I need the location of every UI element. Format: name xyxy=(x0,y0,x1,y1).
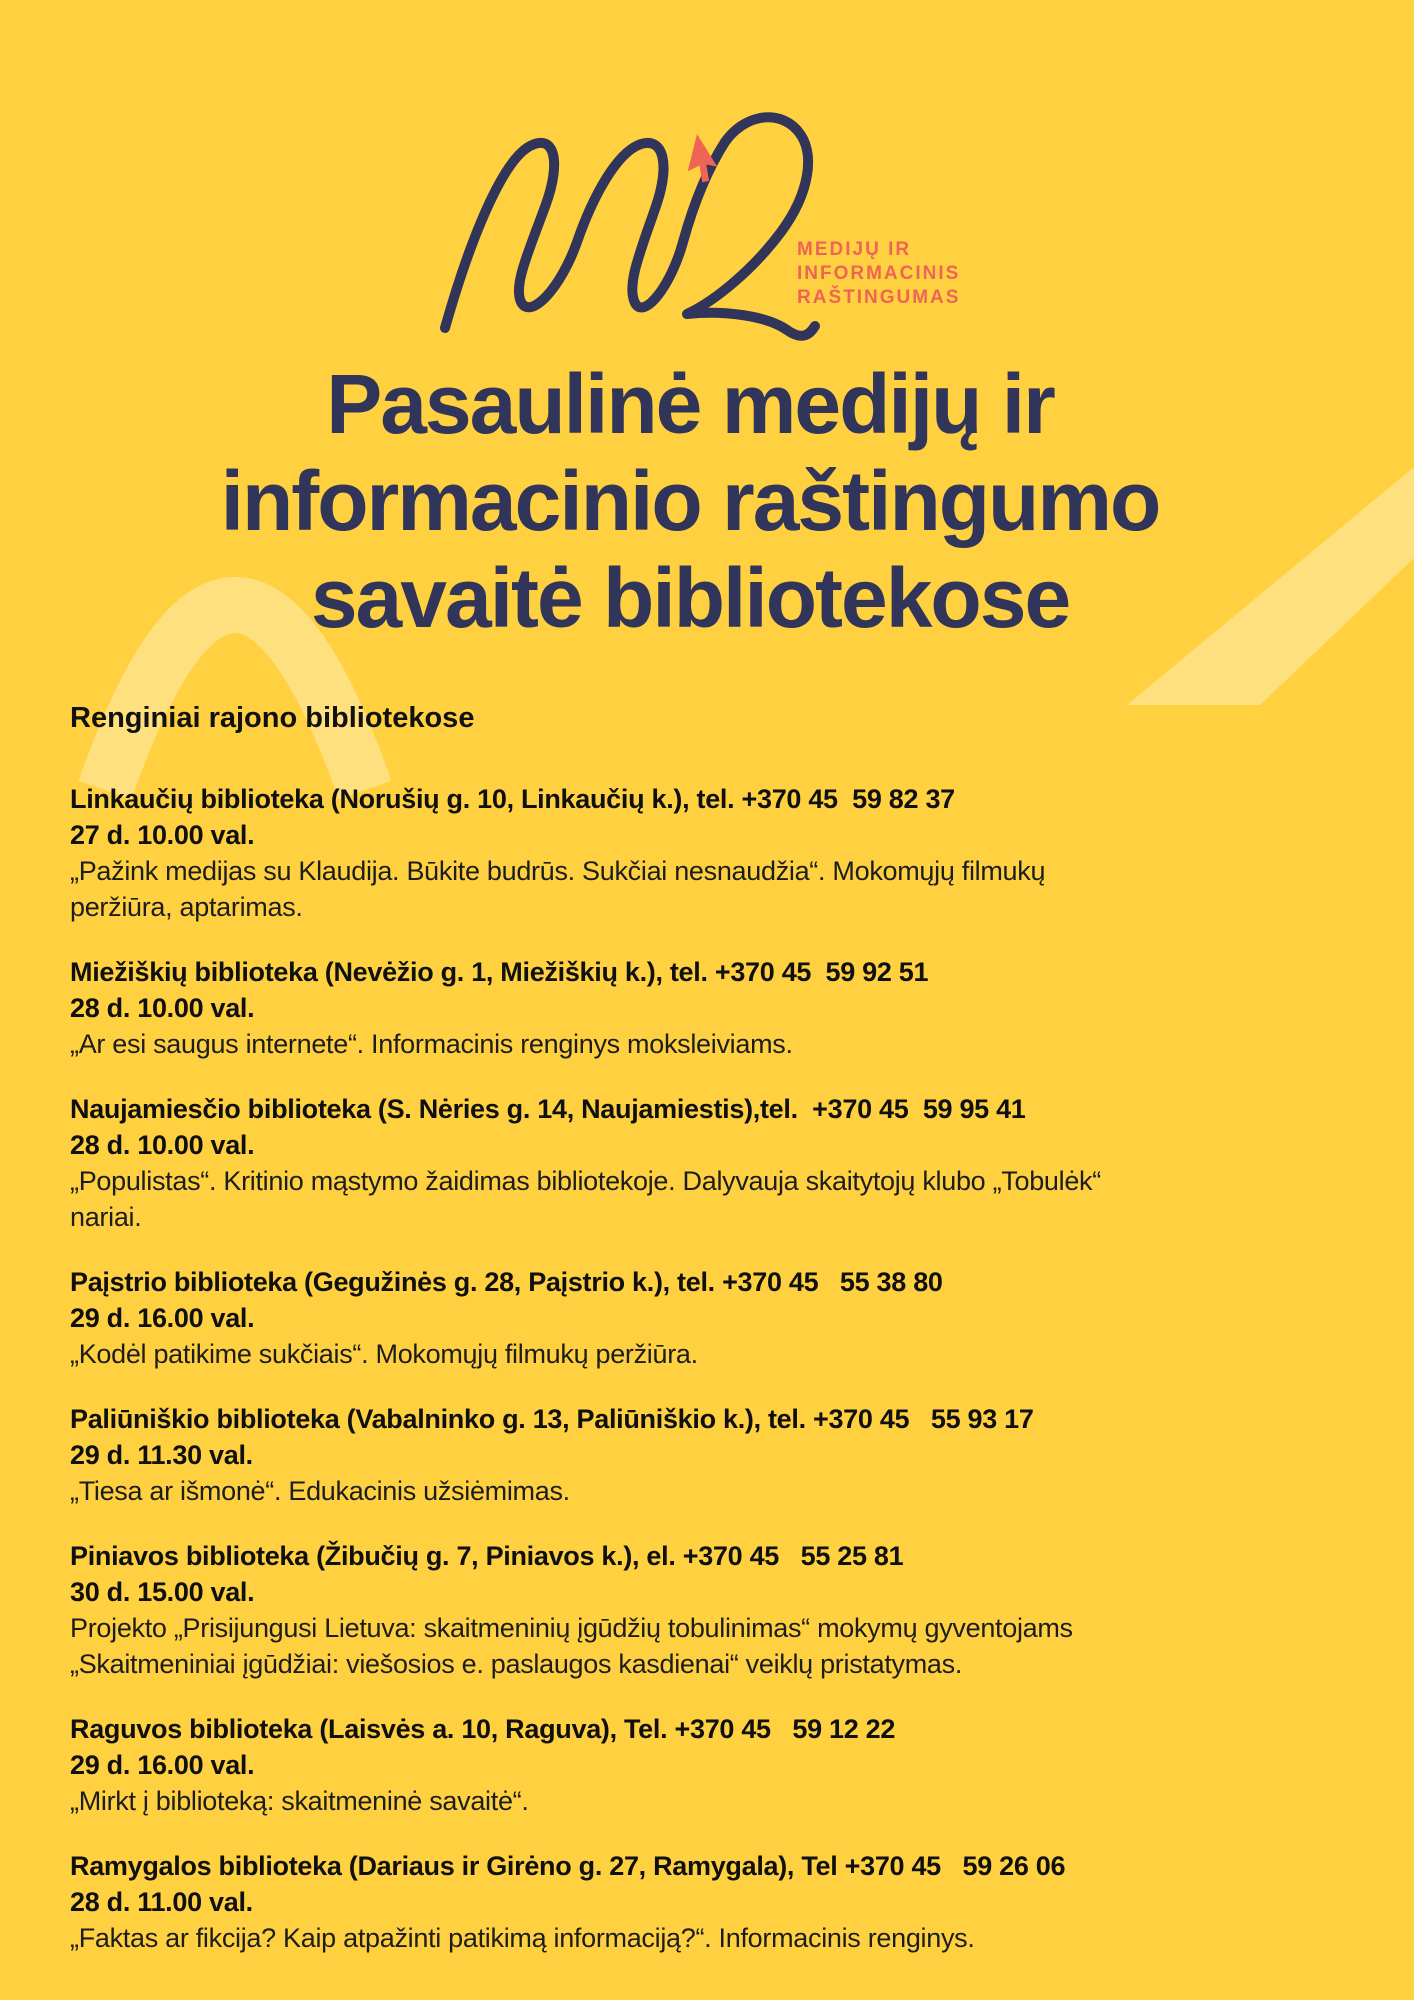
event-bold-line: Raguvos biblioteka (Laisvės a. 10, Raguv… xyxy=(70,1714,896,1744)
event-item: Ramygalos biblioteka (Dariaus ir Girėno … xyxy=(70,1848,1370,1956)
event-bold-line: Linkaučių biblioteka (Norušių g. 10, Lin… xyxy=(70,784,955,814)
event-bold-line: 30 d. 15.00 val. xyxy=(70,1577,255,1607)
event-bold-line: Paįstrio biblioteka (Gegužinės g. 28, Pa… xyxy=(70,1267,943,1297)
title-line: informacinio raštingumo xyxy=(220,454,1162,548)
event-bold-line: 28 d. 11.00 val. xyxy=(70,1887,253,1917)
events-list: Linkaučių biblioteka (Norušių g. 10, Lin… xyxy=(70,781,1370,1956)
event-bold-line: Miežiškių biblioteka (Nevėžio g. 1, Miež… xyxy=(70,957,929,987)
event-text-line: „Tiesa ar išmonė“. Edukacinis užsiėmimas… xyxy=(70,1476,570,1506)
mr-logo-icon xyxy=(440,112,820,341)
page-title: Pasaulinė medijų ir informacinio rašting… xyxy=(0,356,1380,647)
event-text-line: Projekto „Prisijungusi Lietuva: skaitmen… xyxy=(70,1613,1073,1643)
logo-text-line: INFORMACINIS xyxy=(797,263,961,284)
event-item: Piniavos biblioteka (Žibučių g. 7, Pinia… xyxy=(70,1538,1370,1682)
logo-text: MEDIJŲ IR INFORMACINIS RAŠTINGUMAS xyxy=(797,238,960,310)
event-text-line: „Populistas“. Kritinio mąstymo žaidimas … xyxy=(70,1166,1101,1196)
event-item: Paįstrio biblioteka (Gegužinės g. 28, Pa… xyxy=(70,1264,1370,1372)
event-text-line: „Ar esi saugus internete“. Informacinis … xyxy=(70,1029,793,1059)
cursor-arrow-icon xyxy=(687,134,718,183)
event-bold-line: 28 d. 10.00 val. xyxy=(70,993,255,1023)
event-bold-line: 29 d. 16.00 val. xyxy=(70,1750,255,1780)
event-item: Naujamiesčio biblioteka (S. Nėries g. 14… xyxy=(70,1091,1370,1235)
event-bold-line: 29 d. 11.30 val. xyxy=(70,1440,253,1470)
event-item: Linkaučių biblioteka (Norušių g. 10, Lin… xyxy=(70,781,1370,925)
event-text-line: „Mirkt į biblioteką: skaitmeninė savaitė… xyxy=(70,1786,529,1816)
event-item: Miežiškių biblioteka (Nevėžio g. 1, Miež… xyxy=(70,954,1370,1062)
logo-text-line: MEDIJŲ IR xyxy=(797,239,912,260)
event-item: Paliūniškio biblioteka (Vabalninko g. 13… xyxy=(70,1401,1370,1509)
title-line: savaitė bibliotekose xyxy=(310,551,1071,645)
event-item: Raguvos biblioteka (Laisvės a. 10, Raguv… xyxy=(70,1711,1370,1819)
event-bold-line: 27 d. 10.00 val. xyxy=(70,820,255,850)
title-line: Pasaulinė medijų ir xyxy=(326,357,1056,451)
section-heading: Renginiai rajono bibliotekose xyxy=(70,702,475,734)
logo-text-line: RAŠTINGUMAS xyxy=(797,287,961,308)
event-bold-line: Ramygalos biblioteka (Dariaus ir Girėno … xyxy=(70,1851,1066,1881)
event-bold-line: 29 d. 16.00 val. xyxy=(70,1303,255,1333)
event-text-line: „Pažink medijas su Klaudija. Būkite budr… xyxy=(70,856,1046,886)
event-text-line: „Kodėl patikime sukčiais“. Mokomųjų film… xyxy=(70,1339,698,1369)
event-bold-line: 28 d. 10.00 val. xyxy=(70,1130,255,1160)
event-text-line: „Skaitmeniniai įgūdžiai: viešosios e. pa… xyxy=(70,1649,963,1679)
event-text-line: peržiūra, aptarimas. xyxy=(70,892,303,922)
events-section: Renginiai rajono bibliotekose Linkaučių … xyxy=(70,700,1370,1985)
event-bold-line: Paliūniškio biblioteka (Vabalninko g. 13… xyxy=(70,1404,1034,1434)
event-text-line: nariai. xyxy=(70,1202,142,1232)
event-bold-line: Piniavos biblioteka (Žibučių g. 7, Pinia… xyxy=(70,1541,904,1571)
event-text-line: „Faktas ar fikcija? Kaip atpažinti patik… xyxy=(70,1923,975,1953)
event-bold-line: Naujamiesčio biblioteka (S. Nėries g. 14… xyxy=(70,1094,1026,1124)
